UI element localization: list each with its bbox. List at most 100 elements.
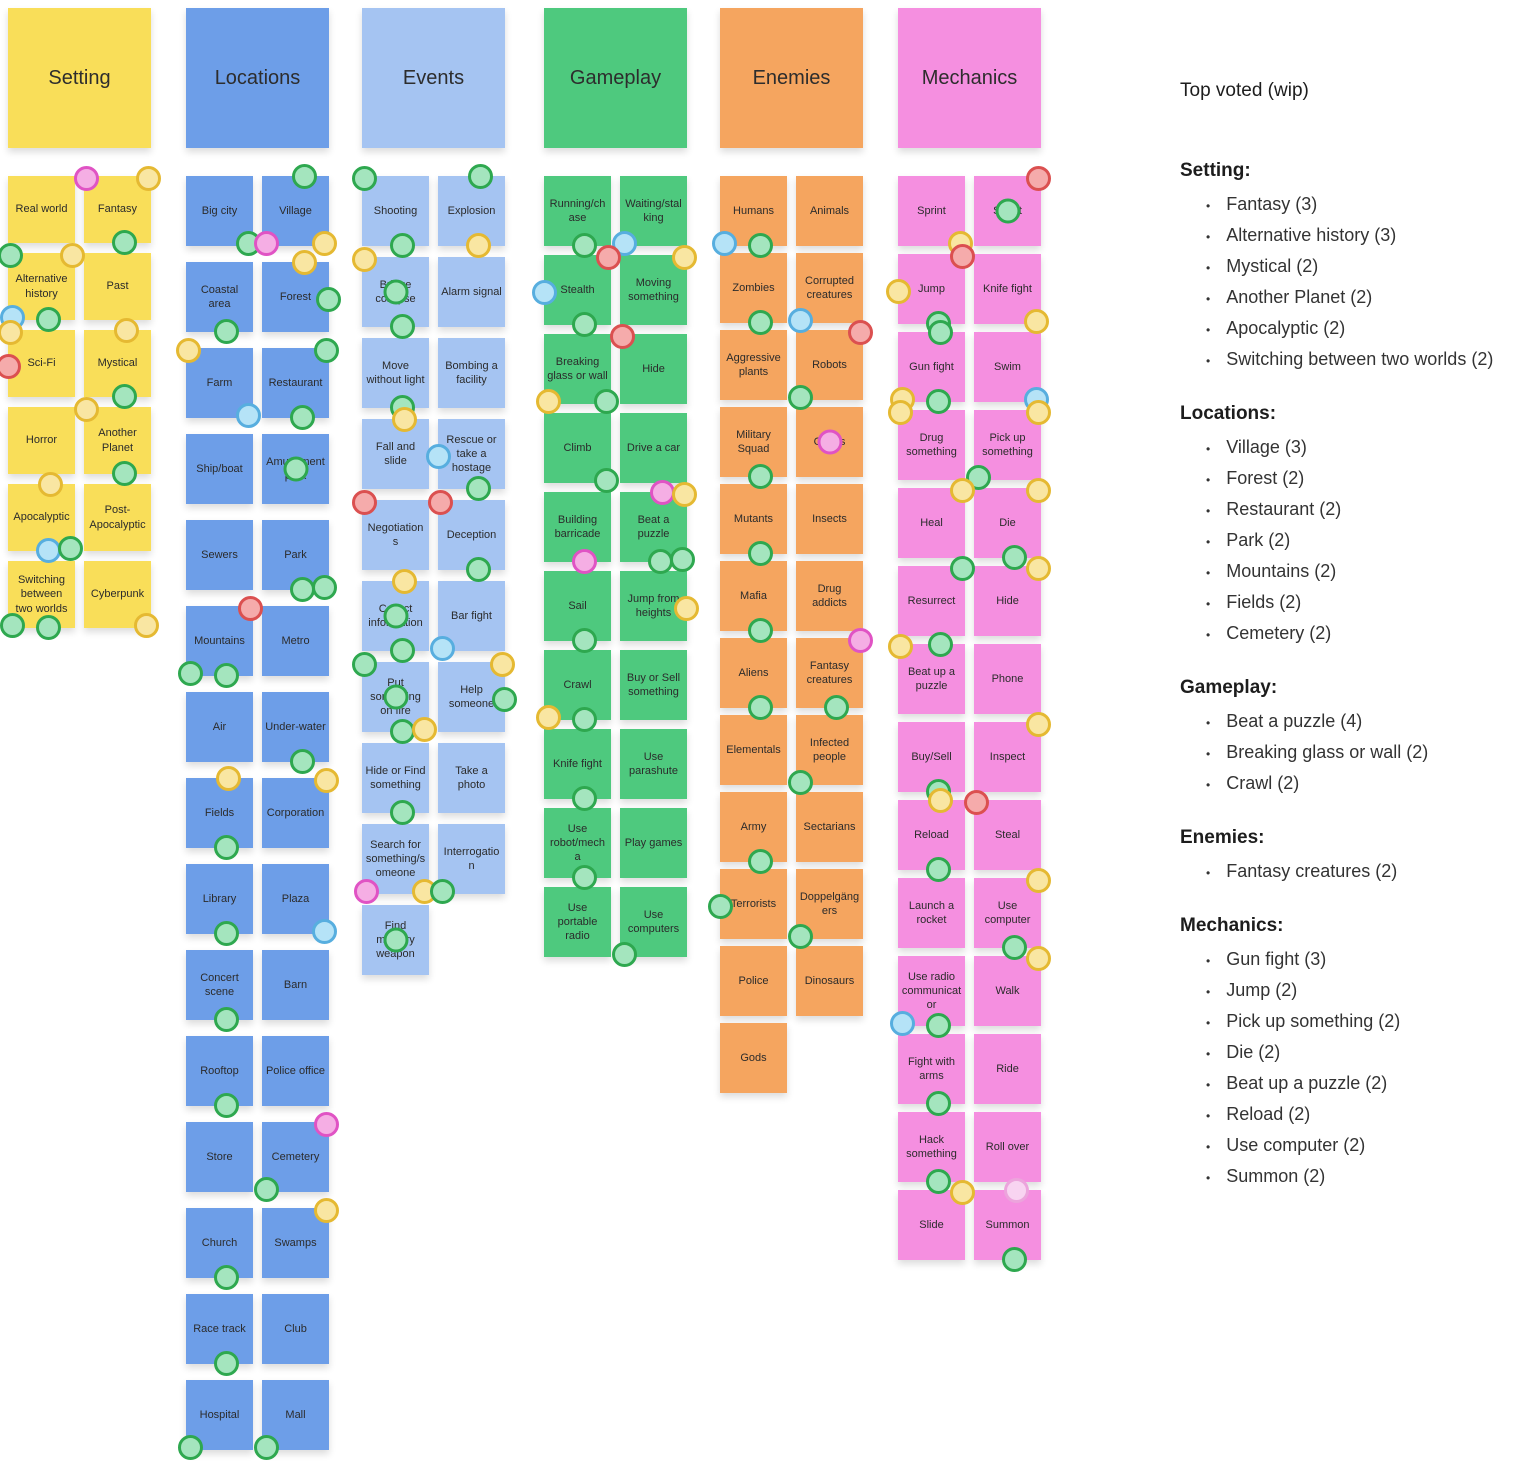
vote-dot-lightpink[interactable] (1004, 1178, 1030, 1203)
sticky-note[interactable]: Club (262, 1294, 329, 1364)
vote-dot-yellow[interactable] (38, 472, 64, 497)
vote-dot-red[interactable] (428, 490, 453, 515)
sticky-note[interactable]: Die (974, 478, 1051, 570)
sticky-note[interactable]: Concert scene (186, 950, 253, 1032)
sticky-note[interactable]: Race track (186, 1294, 253, 1376)
sticky-note[interactable]: Cemetery (254, 1112, 339, 1202)
vote-dot-yellow[interactable] (352, 247, 377, 272)
sticky-note[interactable]: Sail (544, 571, 611, 653)
vote-dot-yellow[interactable] (136, 166, 161, 191)
sticky-note[interactable]: Army (720, 792, 787, 874)
sticky-note[interactable]: Church (186, 1208, 253, 1290)
vote-dot-yellow[interactable] (1026, 868, 1051, 893)
sticky-note[interactable]: Negotiations (352, 490, 429, 570)
vote-dot-yellow[interactable] (176, 338, 201, 363)
sticky-note[interactable]: Barn (262, 950, 329, 1020)
sticky-note[interactable]: Bombing a facility (438, 338, 505, 408)
vote-dot-green[interactable] (1002, 935, 1028, 960)
sticky-note[interactable]: Giants (796, 407, 863, 477)
sticky-note[interactable]: Doppelgängers (788, 869, 863, 949)
sticky-note[interactable]: Use robot/mecha (544, 808, 611, 890)
vote-dot-green[interactable] (670, 547, 695, 572)
sticky-note[interactable]: Running/chase (544, 176, 611, 258)
vote-dot-green[interactable] (283, 456, 308, 482)
sticky-note[interactable]: Rescue or take a hostage (426, 419, 505, 501)
vote-dot-yellow[interactable] (1026, 556, 1051, 581)
vote-dot-red[interactable] (964, 790, 989, 815)
vote-dot-green[interactable] (292, 164, 318, 189)
sticky-note[interactable]: Help someone (438, 652, 517, 732)
sticky-note[interactable]: Amusement park (262, 434, 329, 504)
vote-dot-green[interactable] (995, 198, 1020, 224)
vote-dot-blue[interactable] (788, 308, 813, 333)
vote-dot-green[interactable] (748, 310, 774, 335)
sticky-note[interactable]: Walk (974, 946, 1051, 1026)
sticky-note[interactable]: Put something on fire (352, 652, 437, 744)
sticky-note[interactable]: Heal (898, 478, 975, 558)
vote-dot-green[interactable] (214, 1093, 240, 1118)
vote-dot-green[interactable] (748, 541, 774, 566)
sticky-note[interactable]: Knife fight (544, 729, 611, 811)
sticky-note[interactable]: Village (254, 164, 337, 256)
sticky-note[interactable]: Use computers (612, 887, 687, 967)
vote-dot-yellow[interactable] (216, 766, 242, 791)
vote-dot-green[interactable] (383, 279, 408, 305)
vote-dot-green[interactable] (0, 613, 25, 638)
sticky-note[interactable]: Bar fight (430, 581, 505, 661)
vote-dot-pink[interactable] (354, 879, 379, 904)
vote-dot-blue[interactable] (36, 538, 62, 563)
vote-dot-yellow[interactable] (1024, 309, 1049, 334)
sticky-note[interactable]: Play games (620, 808, 687, 878)
sticky-note[interactable]: Mystical (84, 318, 151, 409)
sticky-note[interactable]: Use portable radio (544, 887, 611, 957)
vote-dot-green[interactable] (214, 835, 240, 860)
sticky-note[interactable]: Military Squad (720, 407, 787, 489)
vote-dot-green[interactable] (572, 312, 598, 337)
sticky-note[interactable]: Phone (974, 644, 1041, 714)
sticky-note[interactable]: Jump (886, 244, 975, 336)
sticky-note[interactable]: Use computer (974, 868, 1051, 960)
sticky-note[interactable]: Interrogation (430, 824, 505, 904)
sticky-note[interactable]: Gun fight (890, 320, 965, 414)
sticky-note[interactable]: Big city (186, 176, 261, 256)
sticky-note[interactable]: Switching between two worlds (0, 561, 75, 640)
sticky-note[interactable]: Infected people (788, 715, 863, 795)
vote-dot-green[interactable] (312, 575, 337, 600)
sticky-note[interactable]: Park (262, 520, 337, 602)
sticky-note[interactable]: Alarm signal (438, 257, 505, 327)
vote-dot-green[interactable] (214, 1351, 240, 1376)
sticky-note[interactable]: Moving something (620, 245, 697, 325)
sticky-note[interactable]: Ship/boat (186, 434, 253, 504)
vote-dot-red[interactable] (1026, 166, 1051, 191)
sticky-note[interactable]: Sprint (898, 176, 973, 256)
vote-dot-yellow[interactable] (74, 397, 99, 422)
vote-dot-green[interactable] (926, 389, 952, 414)
vote-dot-yellow[interactable] (1026, 478, 1051, 503)
vote-dot-red[interactable] (352, 490, 377, 515)
vote-dot-green[interactable] (950, 556, 975, 581)
sticky-note[interactable]: Humans (712, 176, 787, 258)
vote-dot-blue[interactable] (236, 403, 261, 428)
sticky-note[interactable]: Drive a car (620, 413, 687, 483)
vote-dot-green[interactable] (214, 663, 240, 688)
sticky-note[interactable]: Real world (8, 176, 75, 243)
sticky-note[interactable]: Animals (796, 176, 863, 246)
vote-dot-green[interactable] (214, 921, 240, 946)
vote-dot-blue[interactable] (532, 280, 557, 306)
vote-dot-green[interactable] (572, 865, 598, 890)
vote-dot-green[interactable] (290, 749, 316, 774)
vote-dot-green[interactable] (748, 618, 774, 643)
vote-dot-green[interactable] (316, 287, 341, 313)
sticky-note[interactable]: Crawl (536, 650, 611, 732)
vote-dot-green[interactable] (824, 695, 850, 720)
vote-dot-green[interactable] (466, 476, 492, 501)
vote-dot-green[interactable] (594, 389, 619, 414)
sticky-note[interactable]: Alternative history (0, 243, 85, 332)
sticky-note[interactable]: Metro (262, 606, 329, 676)
vote-dot-yellow[interactable] (314, 768, 339, 793)
sticky-note[interactable]: Robots (788, 320, 873, 410)
vote-dot-pink[interactable] (572, 549, 598, 574)
sticky-note[interactable]: Police office (262, 1036, 329, 1106)
sticky-note[interactable]: Insects (796, 484, 863, 554)
